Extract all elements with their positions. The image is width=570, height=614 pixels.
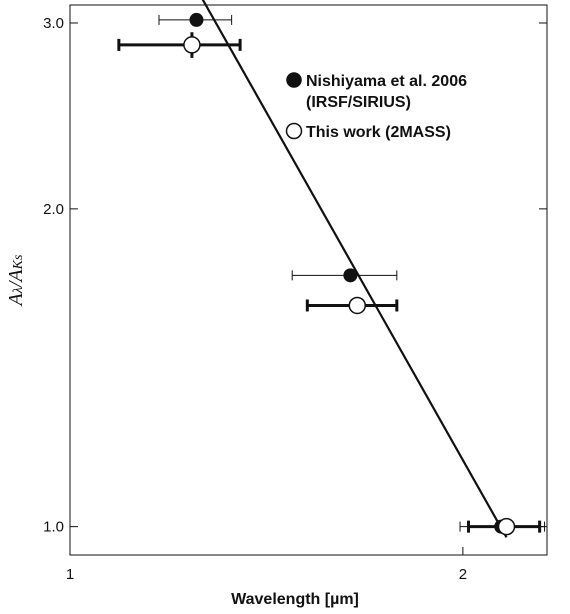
legend: Nishiyama et al. 2006 (IRSF/SIRIUS) This… (285, 72, 467, 141)
point-open-2 (348, 296, 367, 315)
point-filled-2 (343, 268, 358, 283)
fit-line (201, 0, 508, 538)
y-tick-label-1: 2.0 (43, 201, 64, 218)
series-1 (158, 12, 546, 534)
y-tick-label-0: 1.0 (43, 519, 64, 536)
y-tick-label-2: 3.0 (43, 15, 64, 32)
plot-frame (69, 4, 548, 556)
x-tick-label-1: 2 (459, 566, 467, 583)
legend-marker-filled (286, 72, 302, 88)
point-open-3 (497, 517, 516, 536)
point-filled-1 (189, 12, 204, 27)
legend-entry-2: This work (2MASS) (306, 124, 451, 141)
data-series (117, 12, 546, 536)
legend-entry-1-line2: (IRSF/SIRIUS) (306, 94, 411, 111)
y-axis-label: Aλ/AKs (5, 254, 27, 307)
fit-line-group (201, 0, 508, 538)
x-axis-label: Wavelength [µm] (231, 591, 359, 608)
tick-labels: 1.0 2.0 3.0 1 2 (43, 15, 467, 583)
point-open-1 (183, 36, 201, 54)
series-2 (117, 32, 542, 536)
x-tick-label-0: 1 (66, 566, 74, 583)
legend-marker-open (285, 122, 303, 140)
legend-entry-1: Nishiyama et al. 2006 (306, 73, 467, 90)
